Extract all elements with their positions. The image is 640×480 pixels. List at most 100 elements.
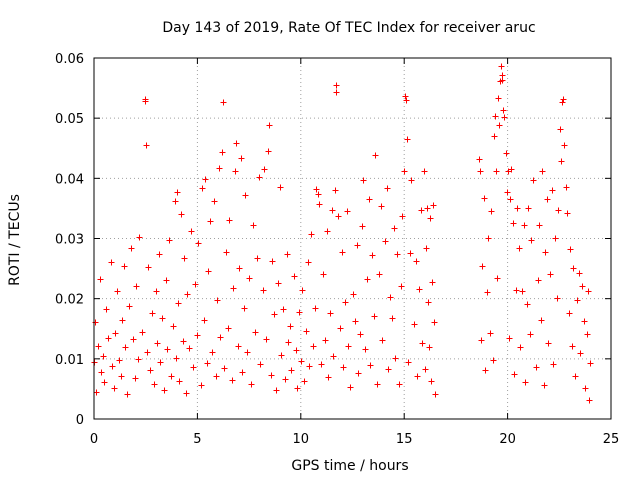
data-point xyxy=(360,177,367,184)
data-point xyxy=(582,385,589,392)
data-point xyxy=(126,303,133,310)
data-point xyxy=(379,337,386,344)
data-point xyxy=(354,242,361,249)
data-point xyxy=(576,270,583,277)
data-point xyxy=(355,370,362,377)
data-point xyxy=(504,189,511,196)
data-point xyxy=(364,276,371,283)
y-tick-label: 0.02 xyxy=(55,293,84,308)
data-point xyxy=(539,168,546,175)
data-point xyxy=(552,235,559,242)
data-point xyxy=(394,251,401,258)
x-tick-label: 15 xyxy=(396,432,413,447)
data-point xyxy=(324,228,331,235)
data-point xyxy=(293,347,300,354)
data-point xyxy=(166,237,173,244)
data-point xyxy=(581,318,588,325)
data-point xyxy=(116,357,123,364)
data-point xyxy=(315,191,322,198)
data-point xyxy=(488,208,495,215)
data-point xyxy=(491,133,498,140)
data-point xyxy=(401,168,408,175)
data-point xyxy=(98,369,105,376)
data-point xyxy=(367,362,374,369)
data-point xyxy=(306,363,313,370)
data-point xyxy=(550,361,557,368)
data-point xyxy=(362,346,369,353)
data-point xyxy=(151,381,158,388)
data-point xyxy=(310,343,317,350)
data-point xyxy=(357,331,364,338)
data-point xyxy=(524,301,531,308)
data-point xyxy=(232,168,239,175)
data-point xyxy=(233,140,240,147)
data-point xyxy=(559,99,566,106)
data-point xyxy=(424,205,431,212)
data-point xyxy=(181,255,188,262)
data-point xyxy=(271,311,278,318)
data-point xyxy=(301,378,308,385)
data-point xyxy=(269,258,276,265)
data-point xyxy=(503,150,510,157)
data-point xyxy=(567,246,574,253)
data-point xyxy=(511,371,518,378)
data-point xyxy=(163,277,170,284)
data-point xyxy=(432,391,439,398)
data-point xyxy=(514,205,521,212)
data-point xyxy=(499,77,506,84)
data-point xyxy=(382,238,389,245)
data-point xyxy=(118,373,125,380)
data-point xyxy=(144,349,151,356)
data-point xyxy=(498,63,505,70)
data-point xyxy=(374,381,381,388)
data-point xyxy=(492,113,499,120)
data-point xyxy=(398,283,405,290)
data-point xyxy=(313,186,320,193)
data-point xyxy=(399,213,406,220)
data-point xyxy=(174,189,181,196)
data-point xyxy=(396,381,403,388)
data-point xyxy=(352,318,359,325)
data-point xyxy=(219,149,226,156)
data-point xyxy=(284,251,291,258)
data-point xyxy=(168,373,175,380)
data-point xyxy=(342,299,349,306)
chart-title: Day 143 of 2019, Rate Of TEC Index for r… xyxy=(162,20,535,36)
data-point xyxy=(359,223,366,230)
data-point xyxy=(303,328,310,335)
data-point xyxy=(525,205,532,212)
data-point xyxy=(404,136,411,143)
data-point xyxy=(387,294,394,301)
data-point xyxy=(217,334,224,341)
data-point xyxy=(246,275,253,282)
data-point xyxy=(535,277,542,284)
data-point xyxy=(585,288,592,295)
axes: 0 5 10 15 20 25 0 0.01 0.02 0.03 0.04 0.05 0.06 xyxy=(55,52,619,447)
data-point xyxy=(429,279,436,286)
data-point xyxy=(145,264,152,271)
data-point xyxy=(318,361,325,368)
data-point xyxy=(199,185,206,192)
x-tick-label: 20 xyxy=(499,432,516,447)
data-point xyxy=(92,319,99,326)
data-point xyxy=(558,158,565,165)
data-point xyxy=(544,196,551,203)
data-point xyxy=(521,222,528,229)
data-point xyxy=(344,208,351,215)
data-point xyxy=(299,287,306,294)
data-point xyxy=(186,345,193,352)
data-point xyxy=(411,321,418,328)
data-point xyxy=(216,165,223,172)
data-point xyxy=(418,207,425,214)
data-point xyxy=(105,335,112,342)
data-point xyxy=(294,385,301,392)
data-point xyxy=(428,378,435,385)
data-point xyxy=(587,360,594,367)
data-point xyxy=(482,367,489,374)
data-point xyxy=(190,364,197,371)
data-point xyxy=(100,353,107,360)
data-point xyxy=(192,281,199,288)
data-point xyxy=(533,364,540,371)
data-point xyxy=(112,330,119,337)
data-point xyxy=(101,379,108,386)
